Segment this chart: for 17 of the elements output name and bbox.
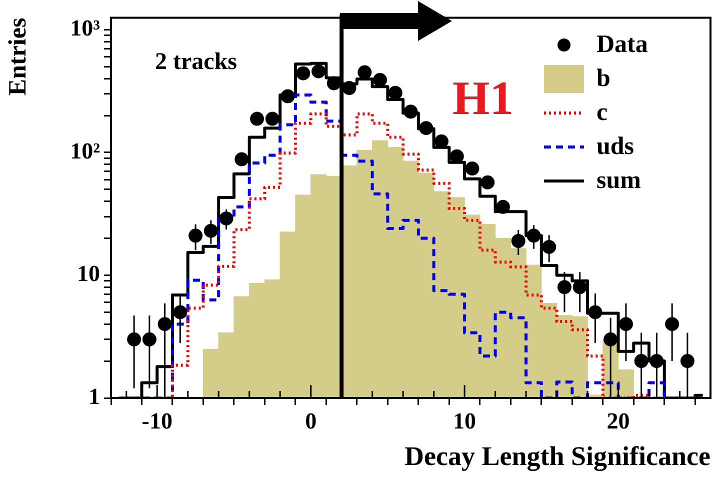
y-tick-label: 1 [88, 384, 100, 409]
annotation: 2 tracks [155, 49, 237, 76]
x-axis-title: Decay Length Significance [404, 440, 711, 471]
legend-label: uds [596, 132, 634, 162]
legend-label: sum [596, 166, 641, 196]
x-tick-label: -10 [142, 408, 172, 434]
legend-label: c [596, 98, 608, 128]
y-tick-label: 10² [70, 138, 100, 164]
annotation: H1 [452, 72, 514, 126]
x-tick-label: 10 [453, 408, 476, 434]
x-tick-label: 0 [305, 408, 317, 434]
legend-label: Data [596, 30, 648, 60]
y-tick-label: 10³ [70, 16, 100, 41]
y-tick-label: 10 [77, 261, 100, 286]
legend-label: b [596, 64, 610, 94]
y-axis-title: Entries [4, 18, 32, 96]
x-tick-label: 20 [606, 408, 630, 434]
